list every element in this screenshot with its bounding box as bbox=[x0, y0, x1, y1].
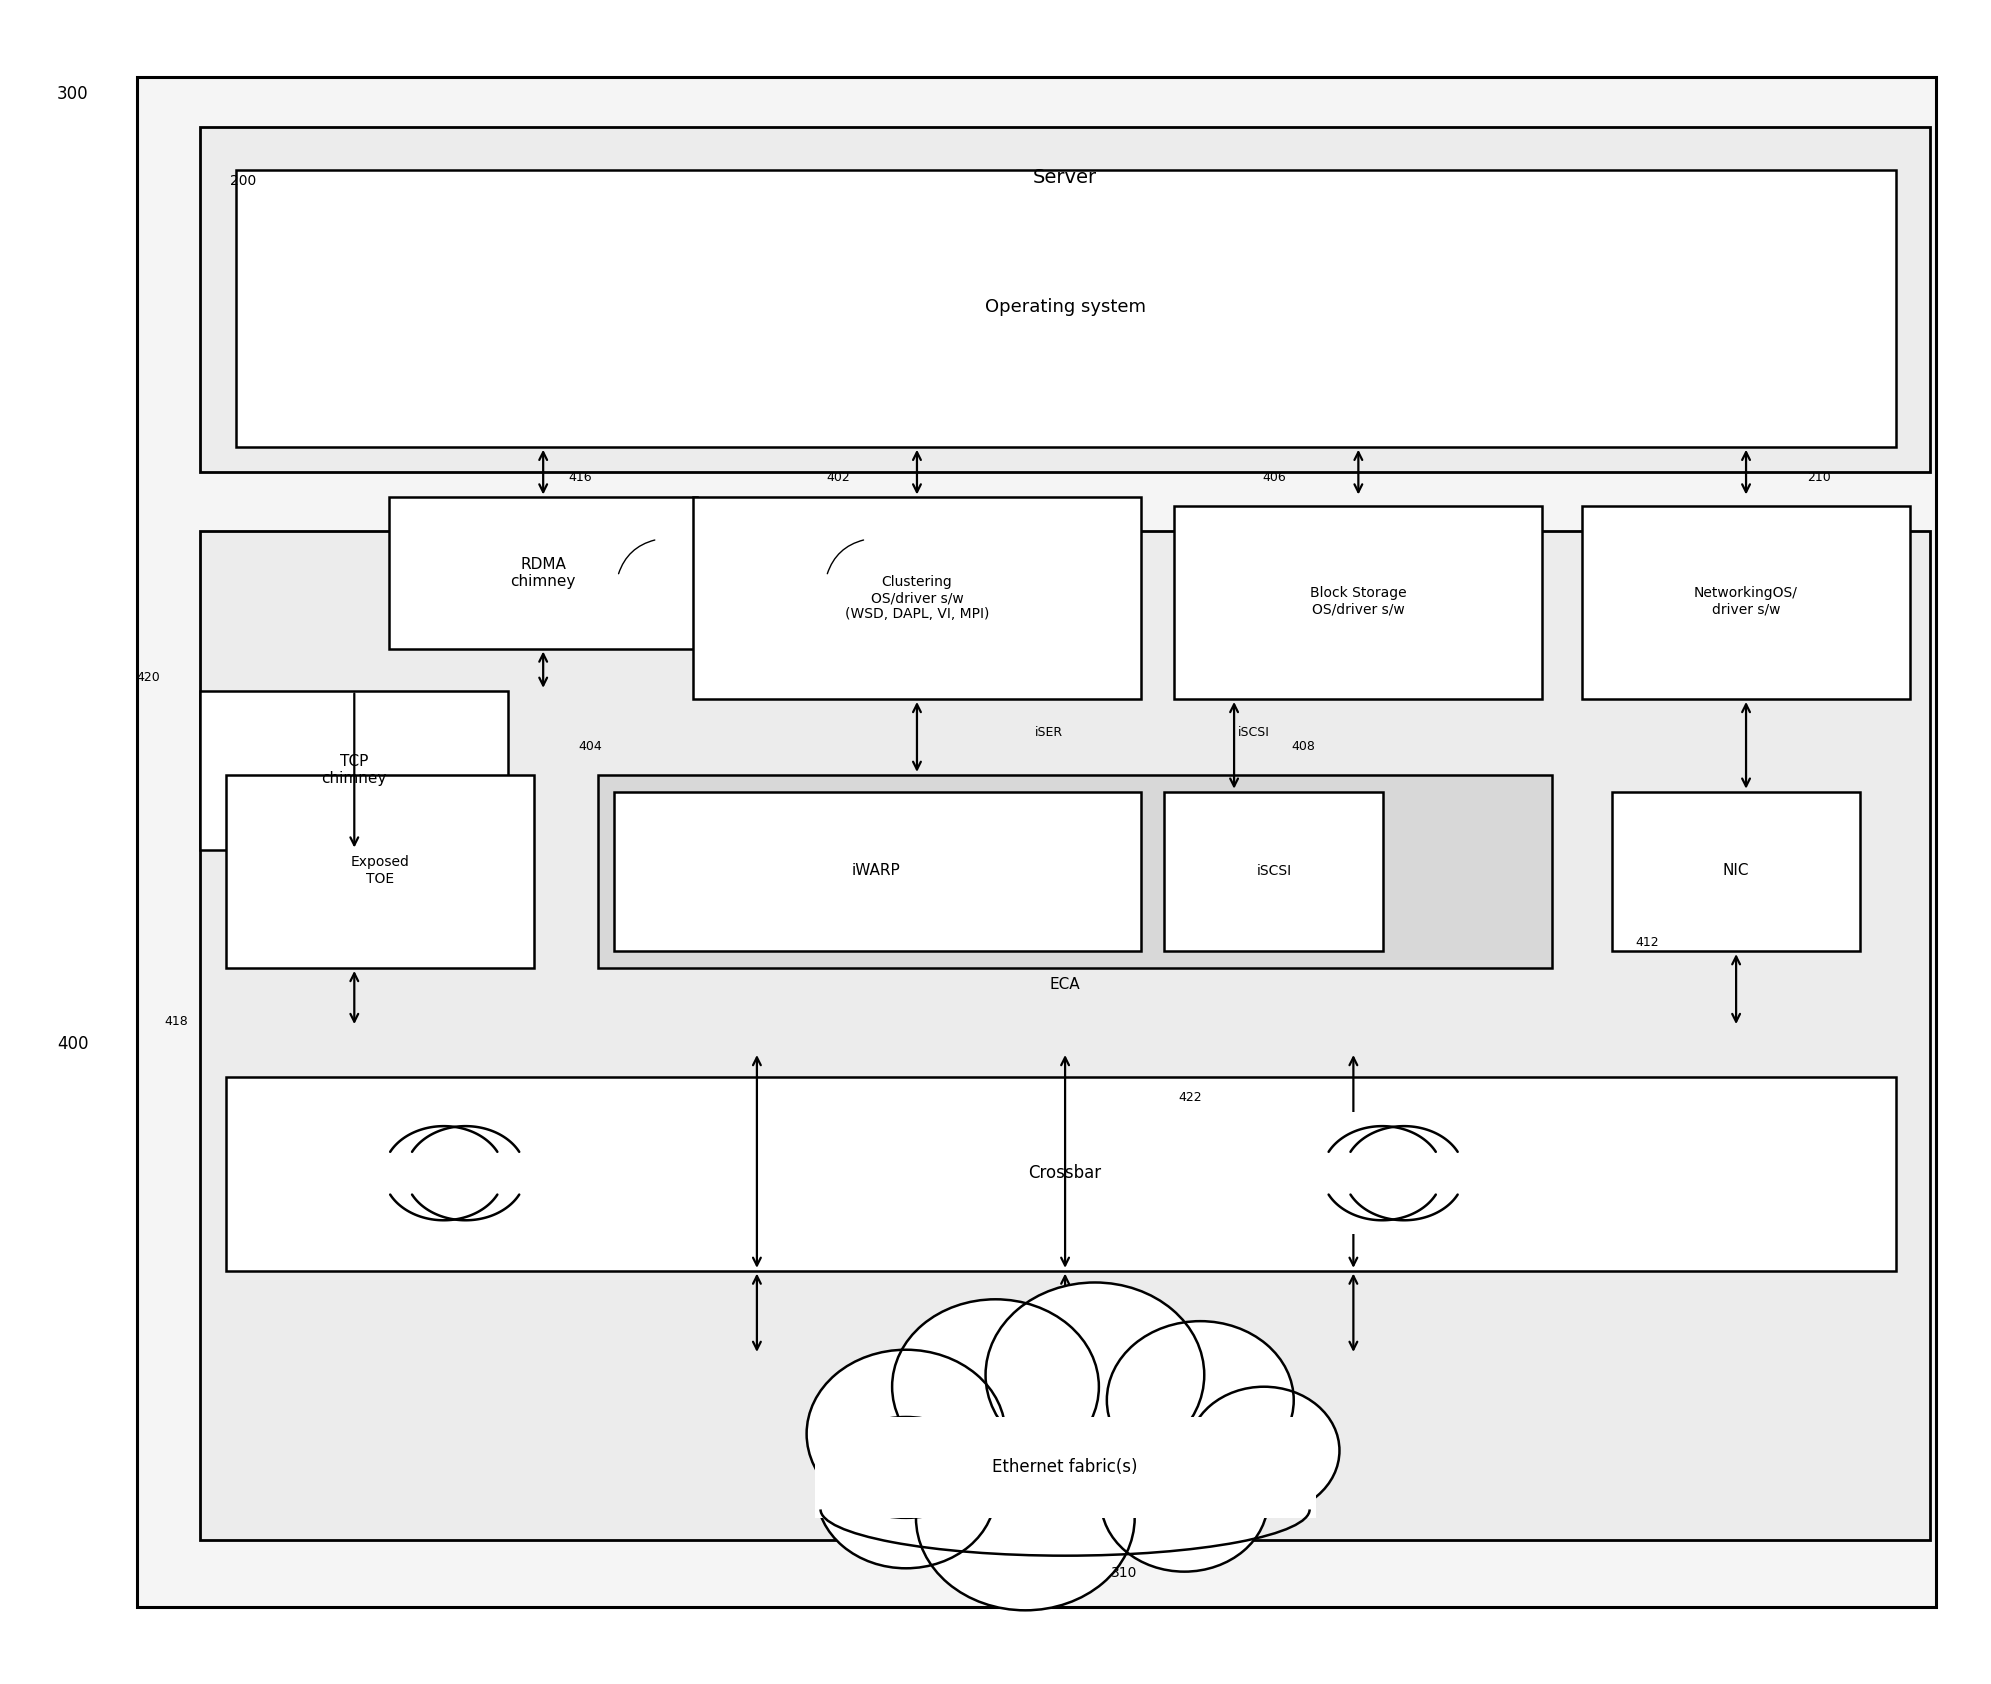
Bar bbox=[1613, 791, 1860, 951]
Text: 422: 422 bbox=[1179, 1091, 1203, 1105]
Bar bbox=[334, 1111, 575, 1234]
Circle shape bbox=[986, 1283, 1205, 1467]
Text: 200: 200 bbox=[231, 173, 257, 189]
Circle shape bbox=[1189, 1386, 1340, 1514]
Text: 404: 404 bbox=[577, 739, 601, 753]
Text: Exposed
TOE: Exposed TOE bbox=[350, 855, 410, 886]
Text: 420: 420 bbox=[137, 670, 161, 684]
Circle shape bbox=[806, 1351, 1005, 1517]
Bar bbox=[227, 1078, 1895, 1271]
Text: NetworkingOS/
driver s/w: NetworkingOS/ driver s/w bbox=[1694, 586, 1798, 616]
Text: NIC: NIC bbox=[1722, 864, 1750, 877]
Bar bbox=[227, 775, 534, 968]
Bar bbox=[1583, 505, 1909, 699]
Text: 402: 402 bbox=[826, 470, 850, 483]
Bar bbox=[814, 1416, 1316, 1517]
Bar bbox=[613, 791, 1141, 951]
Text: ECA: ECA bbox=[1049, 977, 1081, 992]
Bar bbox=[201, 690, 508, 850]
Text: RDMA
chimney: RDMA chimney bbox=[510, 557, 575, 589]
Bar bbox=[237, 170, 1895, 446]
Text: Crossbar: Crossbar bbox=[1029, 1164, 1101, 1182]
Bar bbox=[693, 497, 1141, 699]
Circle shape bbox=[816, 1416, 996, 1568]
Text: 418: 418 bbox=[165, 1015, 189, 1029]
Text: 310: 310 bbox=[1111, 1566, 1137, 1580]
Text: iSCSI: iSCSI bbox=[1238, 726, 1270, 739]
Circle shape bbox=[1107, 1322, 1294, 1479]
Text: TCP
chimney: TCP chimney bbox=[323, 753, 386, 786]
Text: 406: 406 bbox=[1262, 470, 1286, 483]
Text: iSCSI: iSCSI bbox=[1256, 864, 1292, 877]
Bar bbox=[201, 530, 1929, 1539]
Text: Clustering
OS/driver s/w
(WSD, DAPL, VI, MPI): Clustering OS/driver s/w (WSD, DAPL, VI,… bbox=[844, 574, 990, 621]
Text: Server: Server bbox=[1033, 168, 1097, 187]
Circle shape bbox=[892, 1300, 1099, 1474]
Text: 416: 416 bbox=[567, 470, 591, 483]
Text: 408: 408 bbox=[1292, 739, 1316, 753]
Text: 412: 412 bbox=[1637, 936, 1659, 950]
Bar bbox=[597, 775, 1553, 968]
Bar bbox=[1175, 505, 1543, 699]
Bar bbox=[1272, 1111, 1513, 1234]
Circle shape bbox=[916, 1425, 1135, 1610]
Circle shape bbox=[1101, 1430, 1268, 1571]
Text: iWARP: iWARP bbox=[852, 864, 900, 877]
Text: iSER: iSER bbox=[1035, 726, 1063, 739]
Text: 210: 210 bbox=[1806, 470, 1830, 483]
Bar bbox=[388, 497, 697, 648]
Text: Ethernet fabric(s): Ethernet fabric(s) bbox=[992, 1458, 1137, 1477]
Text: 400: 400 bbox=[58, 1034, 88, 1052]
Bar bbox=[1165, 791, 1384, 951]
Text: Block Storage
OS/driver s/w: Block Storage OS/driver s/w bbox=[1310, 586, 1408, 616]
Bar bbox=[201, 128, 1929, 472]
Text: 300: 300 bbox=[58, 84, 90, 103]
Text: Operating system: Operating system bbox=[986, 298, 1145, 317]
